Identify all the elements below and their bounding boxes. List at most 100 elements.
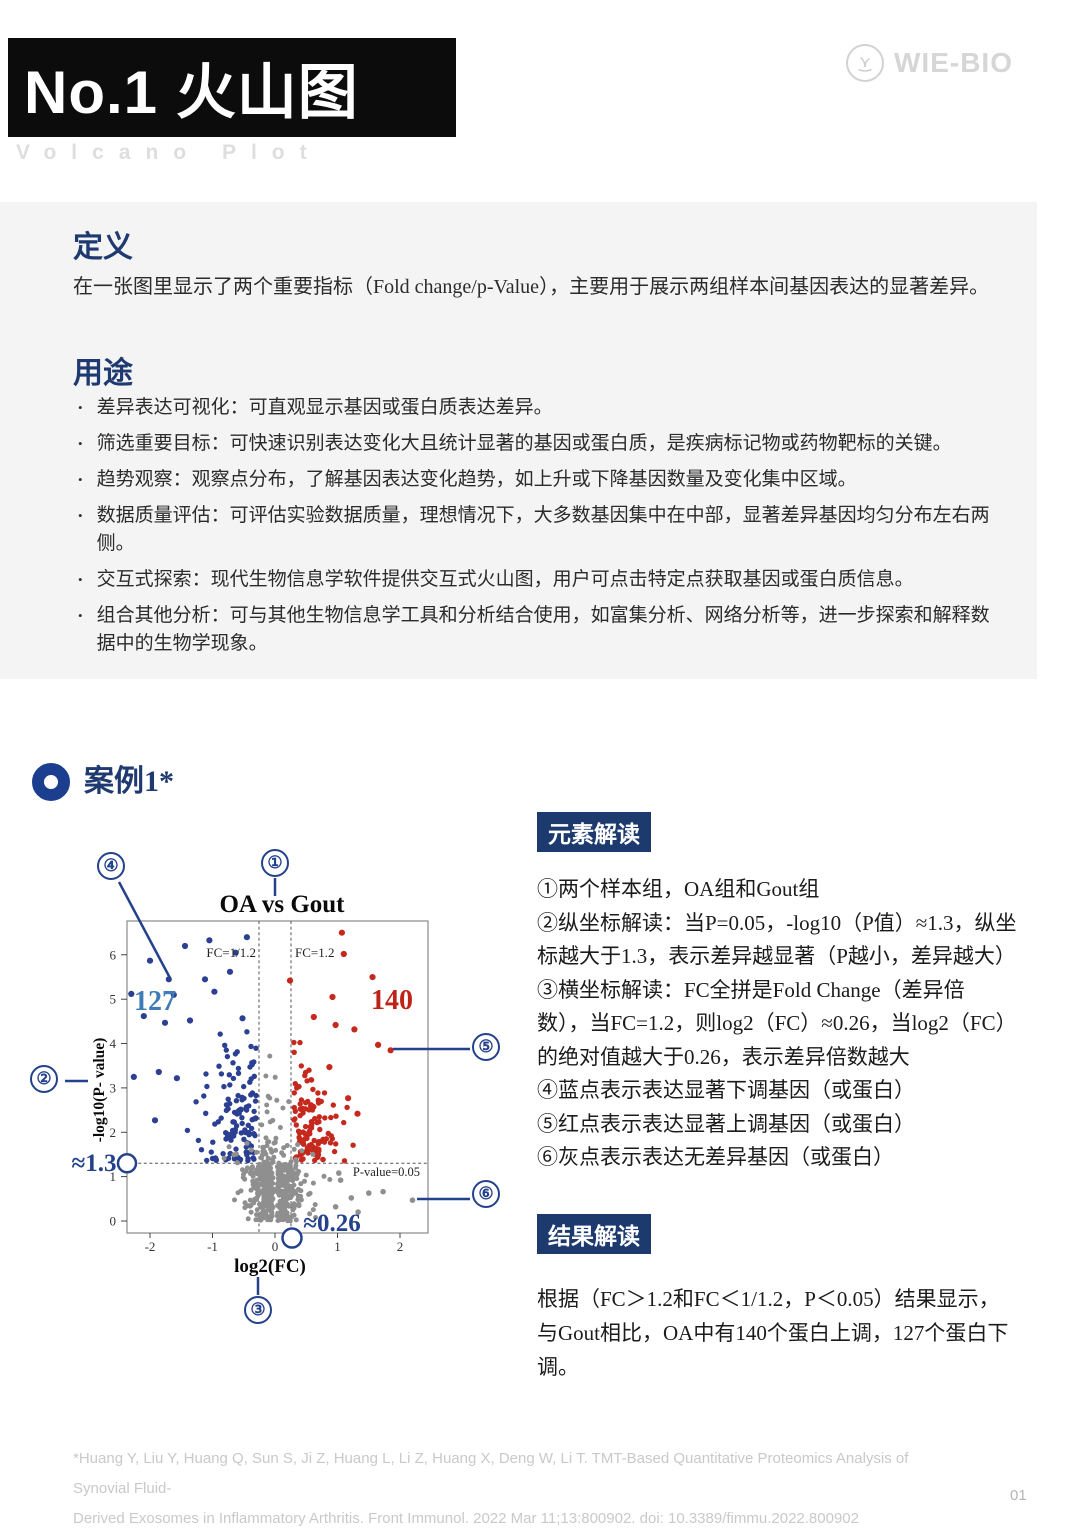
- data-point: [298, 1188, 304, 1194]
- fc-left-threshold-label: FC=1/1.2: [206, 945, 256, 960]
- bullet-icon: •: [78, 608, 83, 623]
- data-point: [267, 1053, 273, 1059]
- data-point: [298, 1197, 304, 1203]
- data-point: [409, 1197, 416, 1203]
- x-tick-label: -1: [207, 1239, 218, 1254]
- case-heading: 案例1*: [84, 765, 174, 798]
- data-point: [254, 1177, 260, 1183]
- data-point: [252, 1196, 258, 1202]
- data-point: [298, 1097, 305, 1103]
- data-point: [269, 1212, 275, 1218]
- data-point: [235, 1065, 242, 1072]
- data-point: [267, 1190, 273, 1196]
- data-point: [297, 1039, 303, 1046]
- data-point: [146, 957, 154, 964]
- data-point: [296, 1201, 302, 1207]
- data-point: [333, 1113, 339, 1119]
- data-point: [336, 1170, 342, 1176]
- data-point: [264, 1208, 270, 1214]
- data-point: [248, 1043, 254, 1050]
- list-item: • 差异表达可视化：可直观显示基因或蛋白质表达差异。: [78, 394, 998, 422]
- y-tick-label: 0: [110, 1214, 117, 1229]
- data-point: [291, 1090, 297, 1096]
- data-point: [280, 1105, 286, 1111]
- data-point: [173, 1075, 180, 1082]
- data-point: [265, 1175, 271, 1181]
- data-point: [239, 1015, 246, 1022]
- data-point: [251, 1108, 257, 1115]
- data-point: [128, 990, 135, 997]
- data-point: [310, 1144, 316, 1150]
- data-point: [293, 1157, 299, 1162]
- results-heading: 结果解读: [537, 1214, 651, 1254]
- data-point: [243, 1107, 250, 1113]
- elements-heading: 元素解读: [537, 812, 651, 852]
- data-point: [244, 1029, 250, 1035]
- data-point: [239, 1120, 245, 1127]
- list-item: • 数据质量评估：可评估实验数据质量，理想情况下，大多数基因集中在中部，显著差异…: [78, 502, 998, 558]
- definition-heading: 定义: [73, 231, 133, 264]
- x-tick-label: -2: [145, 1239, 156, 1254]
- element-item: ①两个样本组，OA组和Gout组: [537, 877, 820, 901]
- data-point: [226, 1133, 233, 1139]
- data-point: [266, 1184, 272, 1190]
- brand-logo: WIE-BIO: [846, 44, 1013, 82]
- data-point: [302, 1178, 307, 1184]
- data-point: [260, 1212, 266, 1218]
- data-point: [232, 1126, 239, 1133]
- data-point: [249, 1166, 255, 1172]
- data-point: [252, 1098, 259, 1104]
- data-point: [333, 1141, 339, 1147]
- data-point: [291, 1182, 297, 1188]
- elements-list: ①两个样本组，OA组和Gout组 ②纵坐标解读：当P=0.05，-log10（P…: [537, 873, 1017, 1175]
- data-point: [251, 1059, 257, 1065]
- data-point: [260, 1170, 266, 1176]
- data-point: [246, 1129, 252, 1136]
- citation: *Huang Y, Liu Y, Huang Q, Sun S, Ji Z, H…: [73, 1444, 933, 1534]
- y-tick-label: 5: [110, 992, 117, 1007]
- data-point: [259, 1177, 265, 1183]
- data-point: [293, 1122, 299, 1128]
- data-point: [276, 1160, 282, 1166]
- data-point: [238, 1130, 244, 1136]
- data-point: [275, 1187, 280, 1193]
- data-point: [227, 1082, 233, 1088]
- data-point: [222, 1042, 228, 1048]
- data-point: [263, 1188, 268, 1194]
- data-point: [261, 1159, 267, 1165]
- data-point: [291, 1117, 297, 1123]
- element-item: ⑥灰点表示表达无差异基因（或蛋白）: [537, 1145, 894, 1169]
- data-point: [232, 1051, 239, 1057]
- data-point: [263, 1197, 269, 1203]
- data-point: [242, 1176, 248, 1182]
- usage-item-text: 趋势观察：观察点分布，了解基因表达变化趋势，如上升或下降基因数量及变化集中区域。: [96, 469, 857, 490]
- data-point: [243, 934, 250, 941]
- data-point: [274, 1097, 280, 1103]
- element-item: ④蓝点表示表达显著下调基因（或蛋白）: [537, 1078, 915, 1102]
- data-point: [241, 1136, 247, 1142]
- data-point: [232, 1197, 237, 1203]
- data-point: [201, 1093, 207, 1099]
- data-point: [263, 1135, 269, 1141]
- data-point: [225, 1155, 232, 1162]
- data-point: [238, 1188, 244, 1194]
- data-point: [230, 1060, 236, 1066]
- data-point: [241, 1171, 246, 1177]
- data-point: [310, 1180, 316, 1186]
- data-point: [345, 1095, 352, 1102]
- data-point: [254, 1149, 260, 1155]
- data-point: [235, 1160, 240, 1166]
- data-point: [184, 1127, 191, 1134]
- data-point: [213, 1157, 219, 1163]
- data-point: [248, 1143, 255, 1149]
- data-point: [310, 1086, 316, 1093]
- data-point: [281, 1212, 287, 1217]
- data-point: [218, 1071, 225, 1077]
- data-point: [239, 1115, 245, 1121]
- data-point: [277, 1199, 283, 1205]
- data-point: [210, 1139, 216, 1145]
- data-point: [281, 1197, 287, 1203]
- data-point: [300, 1156, 306, 1162]
- list-item: • 组合其他分析：可与其他生物信息学工具和分析结合使用，如富集分析、网络分析等，…: [78, 602, 998, 658]
- citation-line-1: *Huang Y, Liu Y, Huang Q, Sun S, Ji Z, H…: [73, 1450, 909, 1497]
